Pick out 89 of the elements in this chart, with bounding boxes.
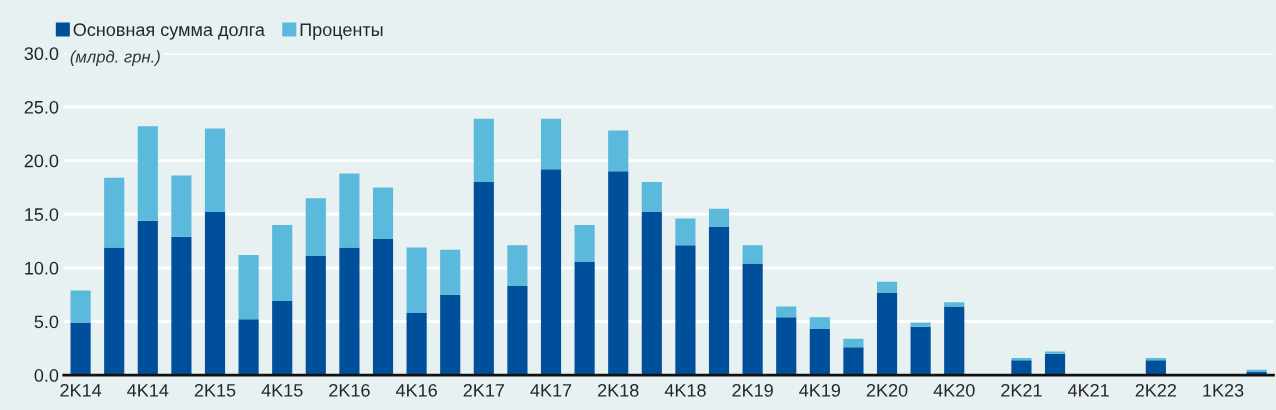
- bar: [507, 286, 528, 376]
- bar: [440, 294, 461, 376]
- bar: [708, 208, 730, 228]
- x-tick-label: 4K14: [127, 384, 169, 397]
- bar: [305, 256, 326, 376]
- bar: [406, 247, 427, 313]
- bar: [137, 220, 158, 376]
- bar: [1044, 353, 1066, 376]
- bar: [910, 326, 931, 376]
- bar: [137, 126, 158, 221]
- y-tick-label: 15.0: [25, 208, 59, 221]
- bar: [675, 245, 696, 376]
- x-tick-label: 4K20: [933, 383, 975, 397]
- x-tick-label: 2K16: [329, 383, 370, 397]
- bar: [809, 317, 830, 330]
- legend-label: Проценты: [300, 23, 383, 40]
- x-tick-label: 1K23: [1203, 383, 1244, 397]
- bar: [272, 224, 293, 302]
- bar: [540, 169, 562, 376]
- bar: [1145, 357, 1166, 361]
- bar: [876, 292, 898, 376]
- bar: [70, 290, 91, 323]
- x-tick-label: 4K16: [395, 383, 437, 397]
- bar: [809, 329, 830, 376]
- bar: [440, 249, 461, 295]
- bar: [171, 175, 192, 237]
- bar: [204, 128, 226, 213]
- y-tick-label: 5.0: [34, 315, 59, 329]
- bar: [574, 261, 595, 376]
- bar: [776, 306, 797, 318]
- x-tick-label: 2K15: [194, 383, 236, 397]
- bar: [104, 247, 125, 376]
- bar: [574, 224, 595, 262]
- x-tick-label: 2K22: [1135, 383, 1177, 397]
- bar: [708, 227, 730, 376]
- bar: [944, 306, 965, 376]
- bar: [238, 254, 259, 320]
- bar: [372, 187, 394, 239]
- x-tick-label: 2K14: [60, 383, 102, 397]
- x-tick-label: 2K18: [598, 383, 639, 397]
- bar: [104, 177, 125, 248]
- bar: [675, 218, 696, 246]
- bar: [742, 263, 763, 376]
- bar: [1246, 369, 1267, 372]
- bar: [473, 182, 494, 376]
- bar: [305, 198, 326, 257]
- bar: [742, 245, 763, 264]
- x-tick-label: 4K15: [261, 384, 303, 397]
- bar: [641, 212, 662, 376]
- bar: [641, 182, 662, 213]
- bar: [473, 118, 494, 183]
- x-tick-label: 2K21: [1001, 383, 1042, 397]
- bar: [1044, 351, 1066, 354]
- bar: [608, 130, 629, 172]
- y-tick-label: 0.0: [34, 369, 59, 382]
- x-tick-label: 4K21: [1067, 383, 1109, 397]
- x-tick-label: 2K17: [463, 383, 504, 397]
- bar: [843, 347, 864, 376]
- x-tick-label: 4K18: [664, 383, 706, 397]
- legend-label: Основная сумма долга: [73, 23, 265, 40]
- bar: [339, 173, 360, 248]
- bar: [238, 319, 259, 376]
- annotation: (млрд. грн.): [70, 50, 160, 66]
- bar: [1145, 360, 1166, 376]
- bar: [910, 322, 931, 327]
- bar: [204, 212, 226, 376]
- y-tick-label: 30.0: [24, 47, 59, 61]
- bar: [944, 302, 965, 307]
- bar: [540, 118, 562, 170]
- y-tick-label: 20.0: [24, 154, 59, 168]
- bar: [1011, 360, 1032, 376]
- bar: [843, 338, 864, 348]
- x-tick-label: 4K17: [530, 384, 572, 397]
- bar: [372, 238, 394, 376]
- x-tick-label: 2K19: [732, 383, 773, 397]
- bar: [608, 171, 629, 376]
- bar: [507, 245, 528, 287]
- bar: [1011, 357, 1032, 361]
- bar: [339, 247, 360, 376]
- bar: [876, 281, 898, 293]
- bar: [171, 236, 192, 376]
- bar: [406, 312, 427, 376]
- y-tick-label: 25.0: [24, 100, 59, 114]
- x-tick-label: 4K19: [799, 383, 841, 397]
- y-tick-label: 10.0: [25, 261, 59, 275]
- bar: [70, 322, 91, 376]
- bar: [272, 301, 293, 376]
- bar: [776, 317, 797, 376]
- x-tick-label: 2K20: [866, 383, 908, 397]
